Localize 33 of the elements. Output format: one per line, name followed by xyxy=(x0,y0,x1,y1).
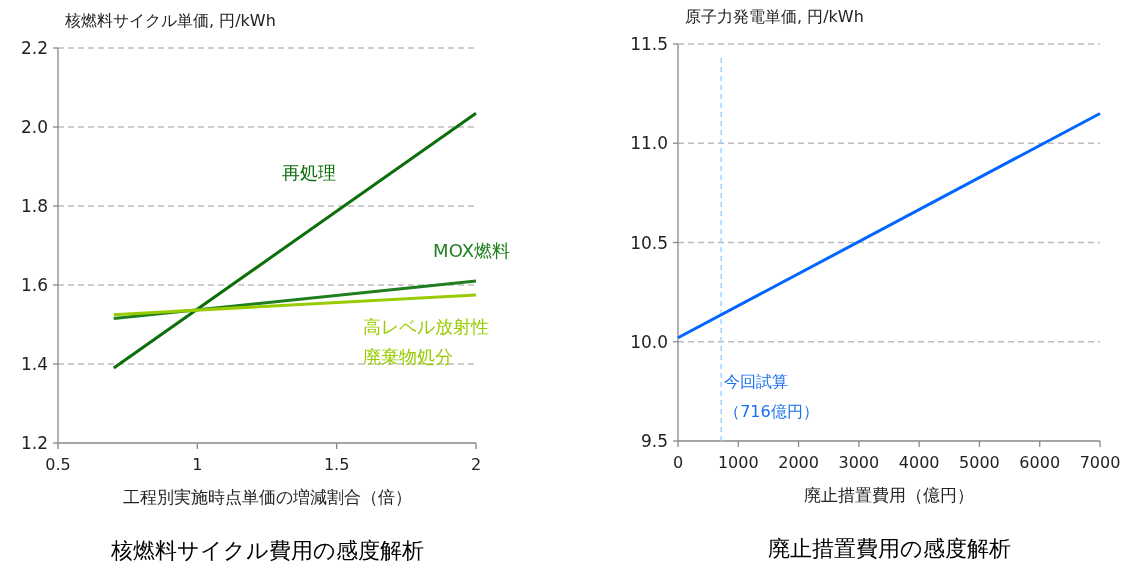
ref-line-label: 今回試算（716億円） xyxy=(724,372,819,421)
y-tick-label: 9.5 xyxy=(640,431,668,451)
x-tick-label: 1000 xyxy=(717,453,759,472)
y-axis-title: 核燃料サイクル単価, 円/kWh xyxy=(64,11,276,30)
text: 廃止措置費用の感度解析 xyxy=(767,536,1011,561)
y-tick-label: 1.2 xyxy=(20,433,48,453)
x-tick-label: 2000 xyxy=(778,453,819,472)
y-axis-title: 原子力発電単価, 円/kWh xyxy=(685,7,864,26)
x-axis-title: 廃止措置費用（億円） xyxy=(804,485,974,505)
series-label: MOX燃料 xyxy=(433,240,510,262)
x-tick-label: 3000 xyxy=(838,453,880,472)
x-tick-label: 0 xyxy=(672,453,684,472)
x-tick-label: 1 xyxy=(192,455,203,474)
x-tick-label: 6000 xyxy=(1019,453,1061,472)
y-tick-label: 2.0 xyxy=(20,117,48,137)
y-tick-label: 10.0 xyxy=(630,331,668,352)
series-label: 再処理 xyxy=(281,161,336,183)
x-tick-label: 4000 xyxy=(898,453,940,472)
y-tick-label: 11.5 xyxy=(630,34,668,54)
y-tick-label: 10.5 xyxy=(630,232,668,253)
y-tick-label: 1.8 xyxy=(20,196,48,216)
text: 核燃料サイクル費用の感度解析 xyxy=(109,538,424,563)
x-axis-title: 工程別実施時点単価の増減割合（倍） xyxy=(122,487,412,507)
x-tick-label: 7000 xyxy=(1079,453,1121,472)
x-tick-label: 0.5 xyxy=(45,455,71,474)
y-tick-label: 11.0 xyxy=(630,133,668,154)
y-tick-label: 1.6 xyxy=(20,275,48,295)
x-tick-label: 1.5 xyxy=(323,455,350,474)
series-label: 高レベル放射性廃棄物処分 xyxy=(363,316,490,368)
y-tick-label: 1.4 xyxy=(20,354,48,374)
x-tick-label: 2 xyxy=(470,455,482,474)
y-tick-label: 2.2 xyxy=(20,38,48,58)
x-tick-label: 5000 xyxy=(959,453,1000,472)
